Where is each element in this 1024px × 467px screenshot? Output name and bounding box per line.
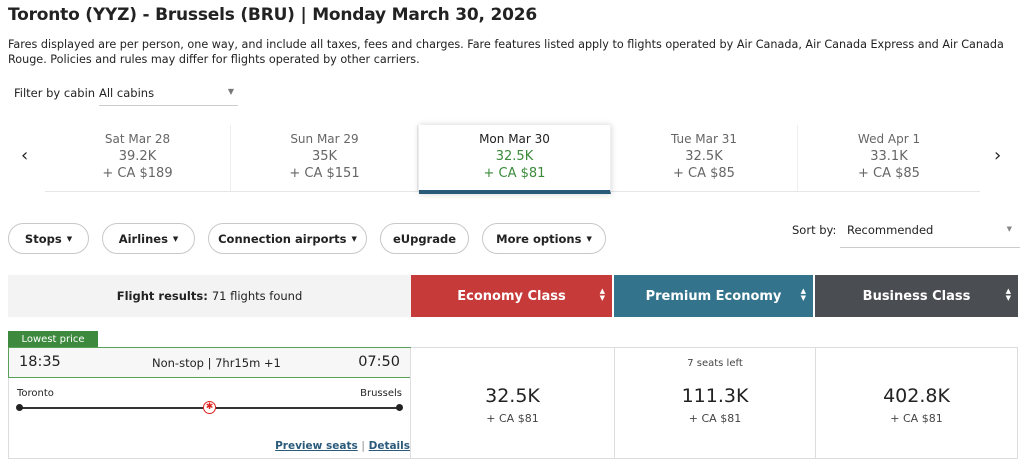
details-link[interactable]: Details: [368, 440, 410, 452]
fare-points: 32.5K: [485, 385, 540, 407]
sort-label: Sort by:: [792, 223, 837, 237]
button-label: eUpgrade: [392, 231, 457, 246]
connection-airports-filter-button[interactable]: Connection airports ▼: [208, 223, 367, 254]
stops-filter-button[interactable]: Stops ▼: [8, 223, 89, 254]
flight-links: Preview seats | Details: [275, 440, 410, 452]
date-cash: + CA $85: [673, 166, 735, 181]
date-option-wed-apr-1[interactable]: Wed Apr 1 33.1K + CA $85: [798, 125, 980, 191]
flight-card: [8, 347, 1018, 459]
sort-arrows-icon: ▲ ▼: [1005, 287, 1011, 302]
fare-points: 402.8K: [883, 385, 950, 407]
sort-select[interactable]: Recommended ▼: [840, 218, 1020, 248]
date-option-sat-mar-28[interactable]: Sat Mar 28 39.2K + CA $189: [45, 125, 231, 191]
button-label: Airlines: [118, 231, 168, 246]
cabin-name: Premium Economy: [645, 288, 782, 304]
results-count: 71 flights found: [211, 289, 303, 303]
fare-cash: + CA $81: [890, 412, 943, 425]
caret-down-icon: ▼: [66, 234, 73, 243]
caret-down-icon: ▼: [351, 234, 357, 243]
date-strip: Sat Mar 28 39.2K + CA $189 Sun Mar 29 35K + …: [45, 125, 980, 194]
flight-results-count: Flight results: 71 flights found: [8, 275, 411, 317]
fare-points: 111.3K: [681, 385, 749, 407]
business-fare-cell[interactable]: 402.8K + CA $81: [815, 348, 1017, 458]
date-option-sun-mar-29[interactable]: Sun Mar 29 35K + CA $151: [232, 125, 418, 191]
cabin-filter-select[interactable]: All cabins ▼: [99, 80, 238, 106]
fare-disclaimer: Fares displayed are per person, one way,…: [8, 38, 1004, 66]
airlines-filter-button[interactable]: Airlines ▼: [102, 223, 195, 254]
button-label: Connection airports: [218, 231, 347, 246]
lowest-price-badge: Lowest price: [8, 331, 98, 348]
results-label: Flight results:: [116, 289, 208, 303]
date-label: Mon Mar 30: [479, 132, 550, 146]
date-points: 32.5K: [685, 149, 723, 164]
date-points: 32.5K: [495, 149, 534, 164]
sort-arrows-icon: ▲ ▼: [800, 287, 806, 302]
flight-times-row[interactable]: 18:35 Non-stop | 7hr15m +1 07:50: [8, 347, 411, 378]
date-cash: + CA $81: [483, 166, 546, 181]
cabin-filter-value: All cabins: [99, 86, 155, 100]
date-points: 39.2K: [118, 149, 157, 164]
chevron-left-icon[interactable]: ‹: [21, 145, 29, 166]
air-canada-maple-leaf-icon: ✱: [203, 401, 216, 414]
economy-class-header[interactable]: Economy Class ▲ ▼: [411, 275, 612, 317]
date-points: 33.1K: [870, 149, 908, 164]
button-label: More options: [496, 231, 582, 246]
date-label: Sat Mar 28: [104, 132, 171, 146]
eupgrade-filter-button[interactable]: eUpgrade: [380, 223, 469, 254]
page-title: Toronto (YYZ) - Brussels (BRU) | Monday …: [8, 5, 538, 25]
more-options-button[interactable]: More options ▼: [482, 223, 606, 254]
seats-left: 7 seats left: [687, 358, 743, 369]
caret-down-icon: ▼: [586, 234, 592, 243]
origin-dot: [16, 404, 23, 411]
link-separator: |: [361, 440, 365, 452]
caret-down-icon: ▼: [172, 234, 179, 243]
destination-city: Brussels: [360, 388, 402, 399]
premium-economy-fare-cell[interactable]: 7 seats left 111.3K + CA $81: [614, 348, 815, 458]
cabin-name: Business Class: [862, 288, 971, 304]
date-label: Wed Apr 1: [857, 132, 921, 146]
business-class-header[interactable]: Business Class ▲ ▼: [815, 275, 1018, 317]
departure-time: 18:35: [19, 354, 61, 370]
date-option-mon-mar-30[interactable]: Mon Mar 30 32.5K + CA $81: [419, 125, 611, 194]
date-cash: + CA $151: [289, 166, 360, 181]
premium-economy-header[interactable]: Premium Economy ▲ ▼: [614, 275, 813, 317]
fare-cash: + CA $81: [688, 412, 742, 425]
caret-down-icon: ▼: [1006, 225, 1012, 233]
sort-value: Recommended: [847, 223, 934, 237]
sort-arrows-icon: ▲ ▼: [599, 287, 605, 302]
origin-city: Toronto: [17, 388, 54, 399]
preview-seats-link[interactable]: Preview seats: [275, 440, 358, 452]
date-cash: + CA $189: [102, 166, 173, 181]
date-label: Tue Mar 31: [670, 132, 738, 146]
arrival-time: 07:50: [358, 354, 400, 370]
date-option-tue-mar-31[interactable]: Tue Mar 31 32.5K + CA $85: [611, 125, 798, 191]
chevron-right-icon[interactable]: ›: [994, 145, 1002, 166]
flight-summary: Non-stop | 7hr15m +1: [152, 356, 281, 370]
economy-fare-cell[interactable]: 32.5K + CA $81: [410, 348, 614, 458]
cabin-name: Economy Class: [457, 288, 566, 304]
destination-dot: [396, 404, 403, 411]
cabin-filter-label: Filter by cabin: [14, 86, 96, 100]
caret-down-icon: ▼: [227, 87, 234, 96]
date-label: Sun Mar 29: [290, 132, 359, 146]
date-cash: + CA $85: [858, 166, 920, 181]
fare-cash: + CA $81: [486, 412, 539, 425]
button-label: Stops: [24, 231, 62, 246]
date-points: 35K: [311, 149, 338, 164]
